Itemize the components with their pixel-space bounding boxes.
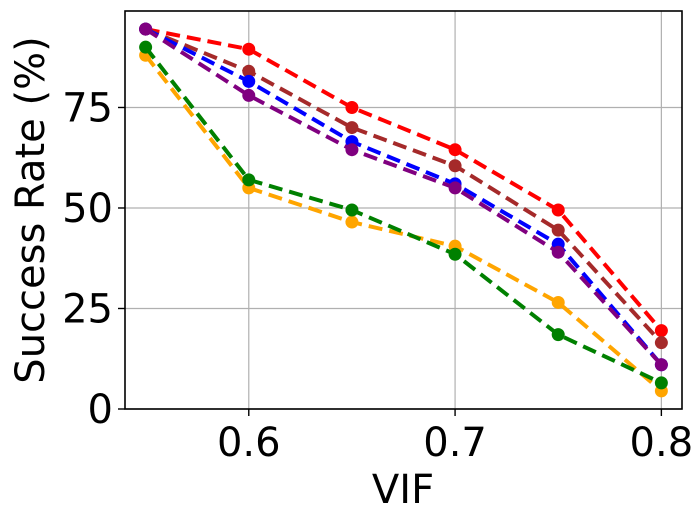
plot-area-frame [124, 10, 683, 410]
series-line-purple [144, 27, 663, 367]
data-point-red [242, 42, 256, 56]
y-axis-label: Success Rate (%) [8, 36, 54, 383]
data-point-purple [654, 358, 668, 372]
series-line-blue [144, 27, 663, 367]
data-point-blue [242, 74, 256, 88]
data-point-orange [345, 215, 359, 229]
data-point-green [448, 247, 462, 261]
data-point-brown [242, 64, 256, 78]
y-tick-label: 25 [62, 286, 113, 332]
series-line-brown [144, 27, 663, 345]
y-tick-label: 0 [88, 387, 113, 433]
data-point-green [551, 328, 565, 342]
data-point-purple [345, 143, 359, 157]
data-point-purple [448, 181, 462, 195]
data-point-brown [448, 159, 462, 173]
x-axis-label: VIF [372, 467, 434, 513]
x-tick-label: 0.8 [630, 420, 694, 466]
series-red [139, 22, 668, 338]
series-line-red [145, 27, 663, 332]
data-point-green [139, 40, 153, 54]
series-green [139, 40, 668, 390]
data-point-green [242, 173, 256, 187]
x-tick-label: 0.6 [217, 420, 281, 466]
data-point-orange [551, 295, 565, 309]
x-tick-label: 0.7 [423, 420, 487, 466]
data-point-brown [345, 121, 359, 135]
data-point-red [448, 143, 462, 157]
data-point-purple [139, 22, 153, 36]
series-brown [139, 22, 668, 350]
data-point-purple [551, 245, 565, 259]
series-group [139, 22, 668, 398]
data-point-green [654, 376, 668, 390]
data-point-purple [242, 88, 256, 102]
series-line-green [144, 45, 663, 385]
data-point-brown [551, 223, 565, 237]
data-point-green [345, 203, 359, 217]
data-point-red [551, 203, 565, 217]
data-point-brown [654, 336, 668, 350]
y-tick-label: 50 [62, 186, 113, 232]
series-line-orange [144, 53, 663, 393]
y-tick-label: 75 [62, 85, 113, 131]
series-purple [139, 22, 668, 372]
ticks: 0.6 0.7 0.8 0 25 50 75 [62, 85, 693, 466]
series-orange [139, 48, 668, 398]
data-point-red [654, 324, 668, 338]
data-point-red [345, 100, 359, 114]
